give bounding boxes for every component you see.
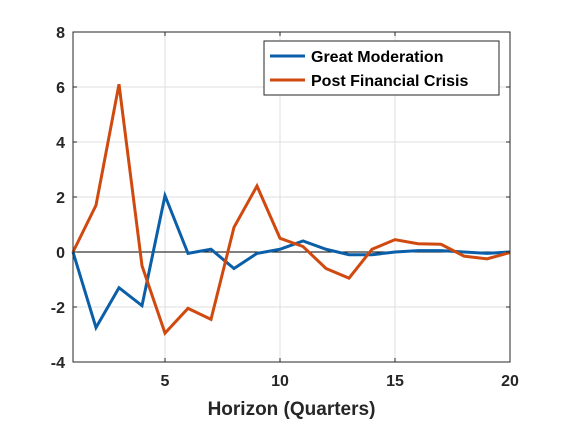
legend: Great Moderation Post Financial Crisis	[263, 40, 500, 96]
legend-label-great-moderation: Great Moderation	[311, 49, 443, 66]
series-line-great-moderation	[71, 190, 511, 332]
x-tick-label: 10	[271, 373, 289, 390]
y-tick-label: -4	[51, 355, 65, 372]
y-tick-label: 4	[56, 135, 65, 152]
x-tick-label: 20	[501, 373, 519, 390]
legend-box	[263, 40, 500, 96]
series-line-post-financial-crisis	[71, 83, 511, 336]
x-axis-ticks: 5 10 15 20	[161, 32, 519, 390]
y-axis-ticks: -4 -2 0 2 4 6 8	[51, 25, 510, 372]
x-tick-label: 15	[386, 373, 404, 390]
y-tick-label: 2	[56, 190, 65, 207]
x-axis-title: Horizon (Quarters)	[208, 399, 376, 420]
series-lines	[71, 83, 511, 336]
y-tick-label: -2	[51, 300, 65, 317]
legend-label-post-financial-crisis: Post Financial Crisis	[311, 73, 468, 90]
y-tick-label: 6	[56, 80, 65, 97]
x-tick-label: 5	[161, 373, 170, 390]
y-tick-label: 8	[56, 25, 65, 42]
y-tick-label: 0	[56, 245, 65, 262]
